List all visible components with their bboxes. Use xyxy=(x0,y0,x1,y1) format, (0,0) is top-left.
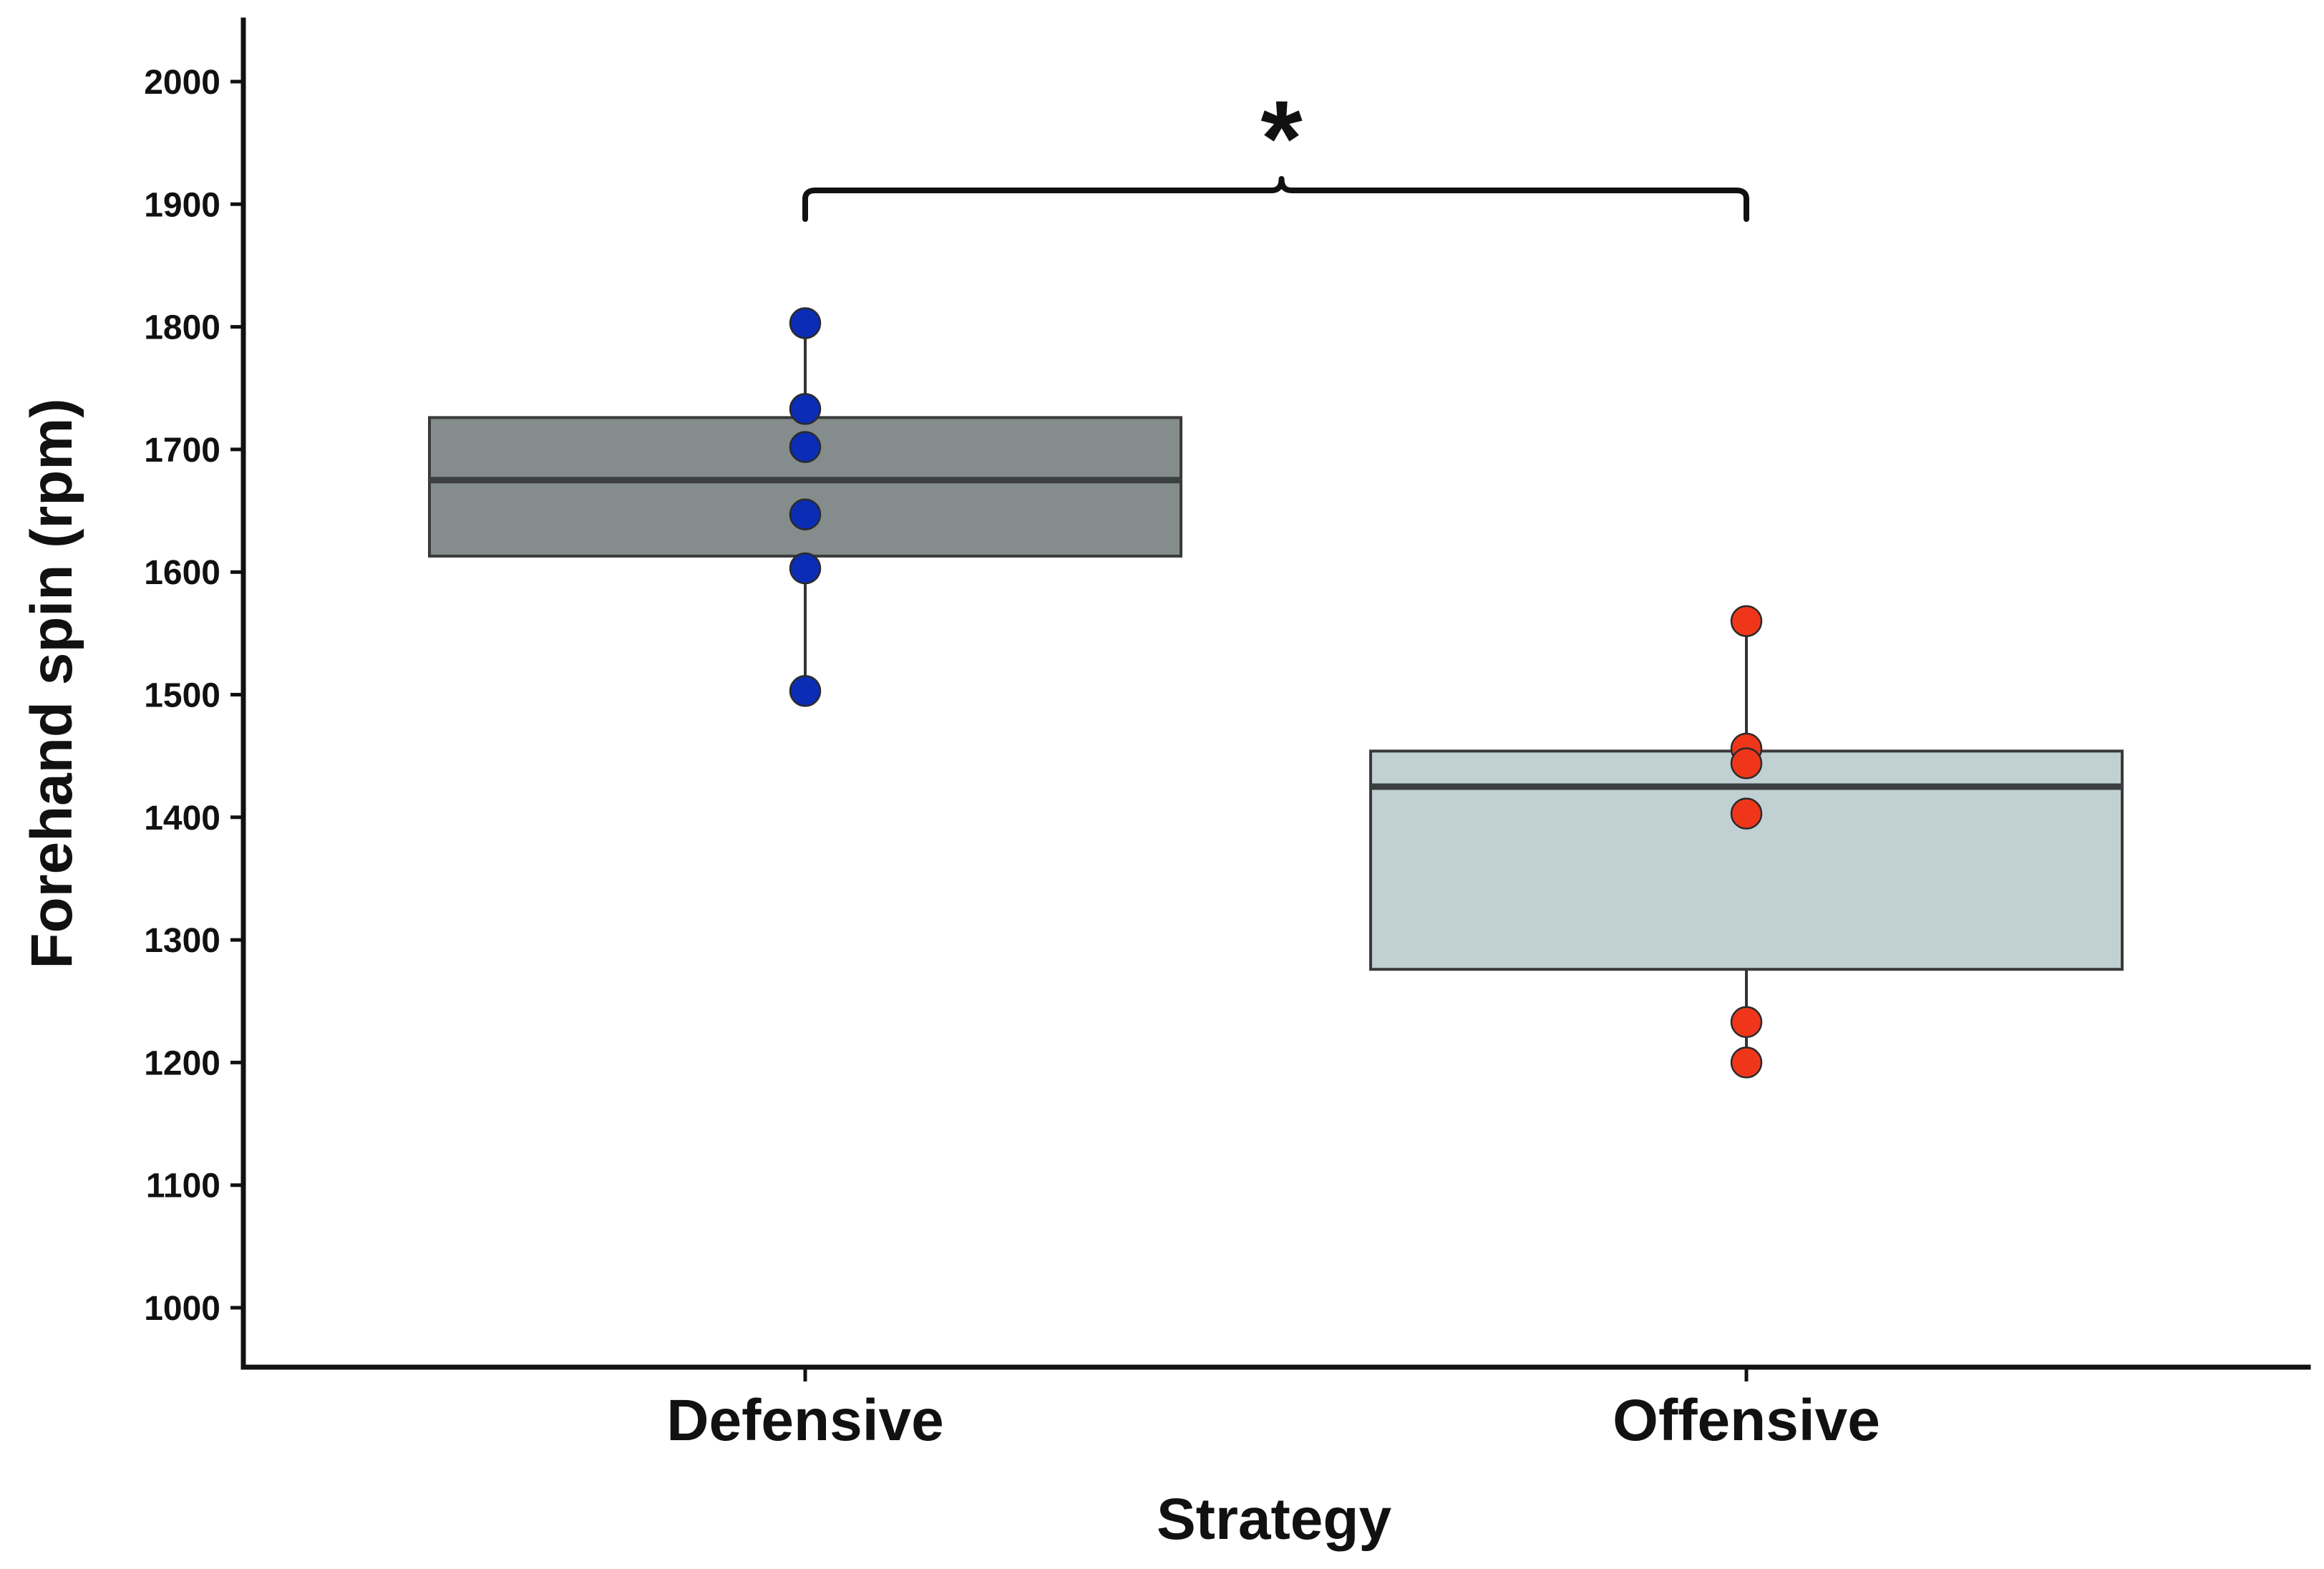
offensive-data-point xyxy=(1730,1046,1763,1079)
y-tick-label: 1200 xyxy=(144,1044,220,1082)
y-tick-label: 1600 xyxy=(144,554,220,592)
y-tick-label: 1300 xyxy=(144,922,220,960)
defensive-data-point xyxy=(789,552,822,585)
offensive-data-point xyxy=(1730,1006,1763,1039)
defensive-data-point xyxy=(789,675,822,707)
y-axis-title: Forehand spin (rpm) xyxy=(19,398,84,968)
plot-marks: * xyxy=(428,78,2124,1079)
y-tick-label: 2000 xyxy=(144,64,220,102)
defensive-data-point xyxy=(789,498,822,530)
significance-bracket xyxy=(802,176,1749,222)
significance-asterisk: * xyxy=(1260,78,1303,198)
defensive-data-point xyxy=(789,431,822,463)
y-tick-label: 1500 xyxy=(144,677,220,715)
y-tick-label: 1100 xyxy=(146,1167,220,1205)
defensive-data-point xyxy=(789,393,822,425)
offensive-data-point xyxy=(1730,605,1763,637)
y-tick-label: 1700 xyxy=(144,432,220,470)
y-tick-label: 1900 xyxy=(144,186,220,224)
defensive-data-point xyxy=(789,307,822,339)
y-tick-label: 1000 xyxy=(144,1290,220,1328)
y-tick-label: 1800 xyxy=(144,309,220,347)
x-tick-label: Defensive xyxy=(666,1388,943,1453)
y-tick-label: 1400 xyxy=(144,800,220,837)
offensive-data-point xyxy=(1730,747,1763,779)
x-axis-title: Strategy xyxy=(1157,1487,1392,1552)
offensive-data-point xyxy=(1730,797,1763,830)
x-tick-label: Offensive xyxy=(1613,1388,1880,1453)
axes: 1000 1100 1200 1300 1400 1500 1600 1700 1800 1900… xyxy=(144,17,2311,1453)
